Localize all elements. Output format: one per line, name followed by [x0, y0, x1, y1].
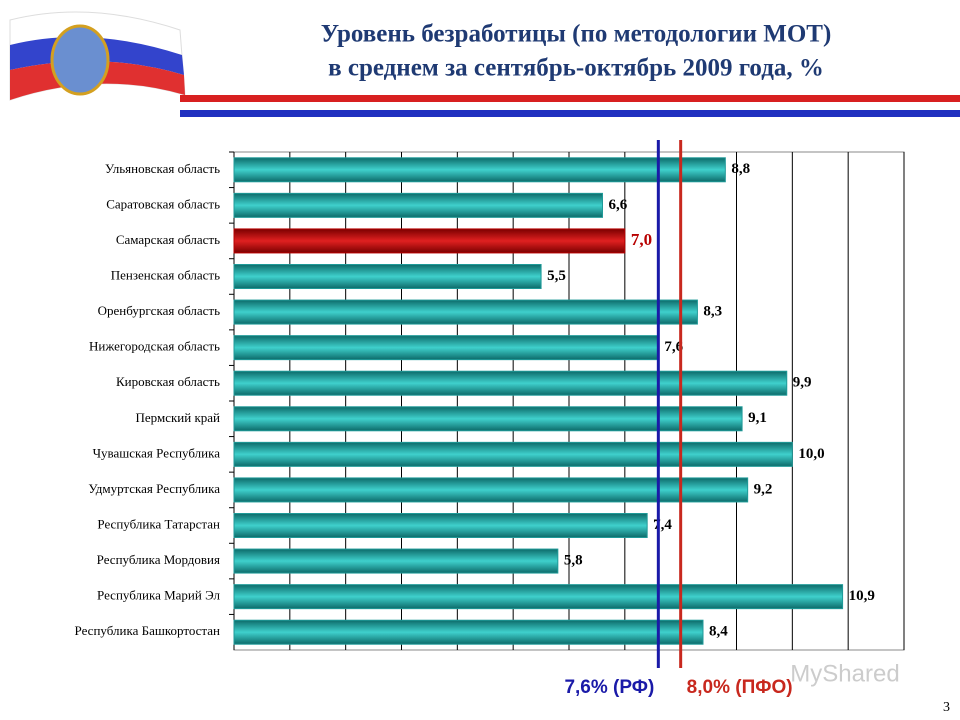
value-label: 10,9: [849, 588, 875, 604]
bar: [233, 619, 704, 645]
value-label: 5,8: [564, 553, 583, 569]
value-label: 9,1: [748, 410, 767, 426]
chart-subtitle: в среднем за сентябрь-октябрь 2009 года,…: [328, 55, 824, 82]
category-label: Республика Марий Эл: [97, 588, 220, 603]
category-label: Самарская область: [116, 232, 220, 247]
category-label: Саратовская область: [106, 196, 220, 211]
category-label: Кировская область: [116, 374, 220, 389]
bar: [233, 477, 749, 503]
category-label: Ульяновская область: [105, 161, 220, 176]
value-label: 7,6: [664, 339, 683, 355]
category-label: Республика Башкортостан: [75, 623, 221, 638]
category-label: Чувашская Республика: [93, 445, 221, 460]
value-label: 7,4: [653, 517, 672, 533]
value-label: 9,2: [754, 481, 773, 497]
reference-label: 8,0% (ПФО): [687, 677, 793, 698]
bar: [233, 584, 844, 610]
bar: [233, 228, 626, 254]
bar: [233, 299, 698, 325]
reference-label: 7,6% (РФ): [564, 677, 654, 698]
bar: [233, 264, 542, 289]
category-label: Удмуртская Республика: [88, 481, 220, 496]
value-label: 8,3: [703, 304, 722, 320]
bar: [233, 192, 603, 218]
chart-title: Уровень безработицы (по методологии МОТ): [321, 21, 832, 48]
value-label: 6,6: [609, 197, 628, 213]
category-label: Пермский край: [136, 410, 221, 425]
value-label: 10,0: [798, 446, 824, 462]
bar: [233, 335, 659, 361]
category-label: Оренбургская область: [98, 303, 220, 318]
header-decoration: [9, 11, 960, 117]
value-label: 8,8: [731, 161, 750, 177]
bar: [233, 370, 788, 396]
bar: [233, 548, 559, 574]
value-label: 5,5: [547, 268, 566, 284]
bar: [233, 157, 726, 183]
bar: [233, 513, 648, 538]
page-number: 3: [943, 700, 950, 715]
value-label: 7,0: [631, 230, 652, 249]
category-label: Пензенская область: [111, 267, 220, 282]
value-label: 9,9: [793, 375, 812, 391]
category-label: Республика Мордовия: [97, 552, 220, 567]
bar: [233, 441, 793, 467]
value-label: 8,4: [709, 624, 728, 640]
bar: [233, 406, 743, 432]
category-label: Республика Татарстан: [97, 516, 220, 531]
category-label: Нижегородская область: [89, 339, 220, 354]
watermark: MyShared: [790, 660, 899, 687]
